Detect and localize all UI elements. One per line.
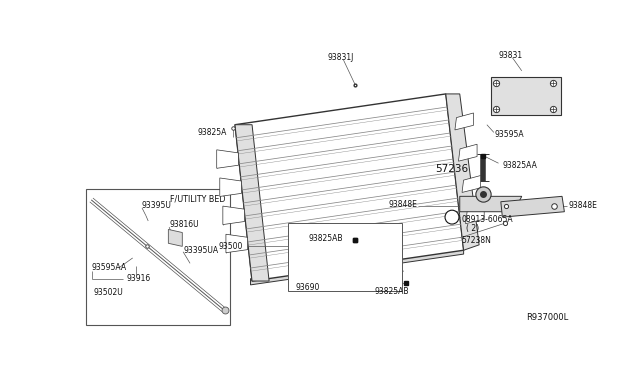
Polygon shape	[217, 150, 239, 168]
Text: 93916: 93916	[127, 274, 151, 283]
Text: 93816U: 93816U	[169, 220, 199, 229]
Circle shape	[445, 210, 459, 224]
Text: 93848E: 93848E	[388, 199, 417, 209]
Text: 57236: 57236	[435, 164, 468, 174]
Text: 93831J: 93831J	[328, 53, 355, 62]
Polygon shape	[491, 77, 561, 115]
Polygon shape	[462, 176, 481, 192]
Text: 93848E: 93848E	[568, 201, 597, 210]
Polygon shape	[235, 94, 463, 281]
Text: 93825A: 93825A	[198, 128, 227, 137]
Polygon shape	[235, 125, 269, 281]
Text: 93831: 93831	[499, 51, 523, 60]
Polygon shape	[501, 196, 564, 217]
Text: F/UTILITY BED: F/UTILITY BED	[170, 195, 226, 204]
Text: 93690: 93690	[296, 283, 320, 292]
Polygon shape	[458, 144, 477, 161]
Polygon shape	[250, 235, 463, 271]
Polygon shape	[466, 207, 484, 224]
Polygon shape	[446, 94, 479, 250]
Polygon shape	[250, 248, 463, 285]
Bar	[288, 223, 403, 291]
Polygon shape	[226, 234, 248, 253]
Bar	[86, 189, 230, 325]
Text: 57238N: 57238N	[461, 236, 491, 245]
Text: 08913-6065A: 08913-6065A	[461, 215, 513, 224]
Polygon shape	[168, 230, 182, 246]
Text: 93500: 93500	[218, 242, 243, 251]
Text: 93825AA: 93825AA	[502, 161, 537, 170]
Polygon shape	[460, 196, 522, 212]
Text: R937000L: R937000L	[526, 313, 568, 322]
Text: 93502U: 93502U	[94, 288, 124, 297]
Polygon shape	[220, 178, 241, 196]
Polygon shape	[455, 113, 474, 130]
Text: 93395U: 93395U	[142, 201, 172, 210]
Text: 93395UA: 93395UA	[183, 246, 218, 255]
Text: N: N	[449, 213, 455, 222]
Text: ( 2): ( 2)	[466, 224, 479, 233]
Text: 93825AB: 93825AB	[374, 286, 409, 295]
Text: 93825AB: 93825AB	[308, 234, 343, 243]
Polygon shape	[223, 206, 244, 225]
Text: 93595AA: 93595AA	[92, 263, 127, 272]
Text: 93595A: 93595A	[495, 130, 524, 139]
